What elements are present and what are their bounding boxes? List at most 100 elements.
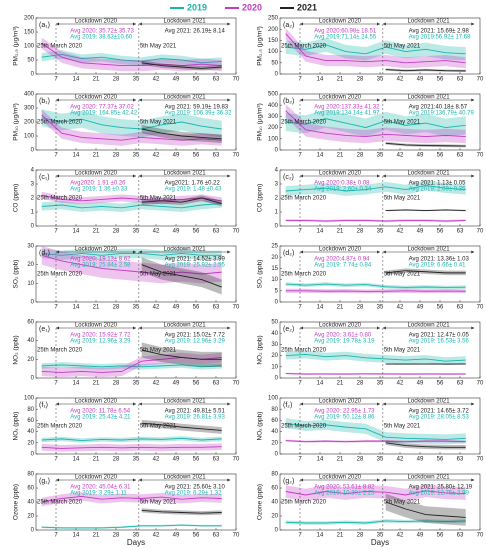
x-tick-label: 56: [193, 305, 200, 311]
y-tick-label: 20: [27, 262, 34, 268]
arrow-head: [300, 478, 303, 482]
annotation: Avg 2020: 22.95± 1.73: [314, 409, 375, 415]
series-line: [285, 422, 466, 440]
y-tick-label: 30: [27, 244, 34, 250]
series-line: [385, 270, 466, 274]
panel-label: (a₁): [39, 22, 50, 29]
annotation: Avg 2020: 19.13± 8.62: [70, 257, 131, 263]
x-tick-label: 42: [397, 77, 404, 83]
arrow-head: [377, 402, 380, 406]
series-band: [41, 199, 222, 212]
arrow-head: [377, 174, 380, 178]
annotation: Avg 2019: 10.30± 2.25: [314, 491, 375, 497]
event-label: 25th March 2020: [281, 120, 327, 126]
y-tick-label: 0: [275, 148, 279, 154]
x-tick-label: 28: [357, 381, 364, 387]
arrow-head: [300, 174, 303, 178]
event-label: 5th May 2021: [384, 120, 421, 126]
plot-frame: [35, 397, 237, 455]
annotation: Avg 2019: 19.78± 3.19: [314, 339, 375, 345]
arrow-head: [56, 250, 59, 254]
x-tick-label: 70: [477, 381, 484, 387]
y-tick-label: 30: [271, 342, 278, 348]
arrow-head: [382, 478, 386, 482]
lockdown-label: Lockdown 2021: [164, 399, 207, 405]
lockdown-label: Lockdown 2021: [408, 247, 451, 253]
y-tick-label: 80: [27, 472, 34, 478]
arrow-head: [471, 402, 475, 406]
lockdown-label: Lockdown 2021: [164, 323, 207, 329]
x-tick-label: 21: [93, 77, 100, 83]
arrow-head: [227, 22, 231, 26]
arrow-head: [133, 250, 136, 254]
panel: 0 1 2 3 4 7 14 21 28 35 42 49 56 63 70 CO (ppm) 25th Mar…: [13, 168, 240, 235]
series-line: [285, 184, 466, 192]
event-label: 5th May 2021: [384, 500, 421, 506]
y-axis-label: NO₂ (ppb): [257, 335, 264, 364]
y-axis-label: PM₁₀ (μg/m³): [257, 103, 264, 141]
y-tick-label: 10: [271, 364, 278, 370]
series-line: [385, 142, 466, 147]
x-tick-label: 28: [357, 229, 364, 235]
arrow-head: [227, 98, 231, 102]
panel: 0 20 40 60 80 7 14 21 28 35 42 49 56 63 70 Ozone (ppb) D…: [13, 472, 240, 548]
annotation: Avg 2021: 12.47± 0.05: [409, 333, 470, 339]
x-tick-label: 7: [298, 153, 302, 159]
annotation: Avg 2019: 6.66± 0.41: [409, 263, 467, 269]
x-tick-label: 42: [153, 381, 160, 387]
y-tick-label: 1: [275, 210, 279, 216]
arrow-head: [56, 402, 59, 406]
x-tick-label: 56: [193, 229, 200, 235]
lockdown-label: Lockdown 2020: [319, 399, 362, 405]
y-tick-label: 100: [24, 44, 35, 50]
arrow-head: [382, 174, 386, 178]
panel: 0 20 40 60 7 14 21 28 35 42 49 56 63 70 NO₂ (ppb) 25th …: [13, 320, 240, 387]
y-tick-label: 0: [275, 224, 279, 230]
x-tick-label: 63: [213, 381, 220, 387]
series-band: [141, 124, 222, 143]
panel-label: (d₂): [283, 250, 294, 257]
lockdown-label: Lockdown 2020: [75, 247, 118, 253]
series-line: [285, 520, 466, 524]
lockdown-label: Lockdown 2021: [408, 171, 451, 177]
annotation: Avg 2021: 25.60± 3.10: [165, 485, 226, 491]
lockdown-label: Lockdown 2021: [408, 475, 451, 481]
y-tick-label: 400: [24, 92, 35, 98]
x-tick-label: 14: [73, 381, 80, 387]
x-tick-label: 7: [298, 533, 302, 539]
x-tick-label: 49: [173, 305, 180, 311]
x-tick-label: 7: [54, 305, 58, 311]
x-tick-label: 42: [153, 533, 160, 539]
panel: 0 10 20 30 40 50 7 14 21 28 35 42 49 56 63 70 NO₂ (ppb) 2…: [257, 320, 484, 387]
x-tick-label: 70: [477, 77, 484, 83]
x-tick-label: 63: [213, 153, 220, 159]
series-band: [285, 109, 466, 137]
panel: 0 100 200 300 400 7 14 21 28 35 42 49 56 63 70 PM₁₀ (μg…: [13, 92, 240, 159]
panel-label: (e₁): [39, 326, 50, 333]
lockdown-label: Lockdown 2020: [75, 399, 118, 405]
arrow-head: [382, 402, 386, 406]
panel-label: (c₁): [39, 174, 50, 181]
annotation: Avg 2020: 35.72± 35.73: [70, 29, 134, 35]
series-line: [41, 114, 222, 141]
arrow-head: [471, 174, 475, 178]
lockdown-label: Lockdown 2020: [75, 323, 118, 329]
annotation: Avg 2021: 15.69± 2.98: [409, 29, 470, 35]
x-tick-label: 35: [133, 305, 140, 311]
y-tick-label: 0: [31, 528, 35, 534]
arrow-head: [382, 98, 386, 102]
x-tick-label: 42: [153, 457, 160, 463]
arrow-head: [56, 22, 59, 26]
annotation: Avg 2019: 12.96± 3.29: [70, 339, 131, 345]
series-line: [141, 422, 222, 431]
y-axis-label: NOₓ (ppb): [13, 412, 20, 441]
panel-label: (f₁): [39, 402, 48, 409]
series-line: [141, 264, 222, 288]
plot-frame: [35, 93, 237, 151]
lockdown-label: Lockdown 2020: [319, 247, 362, 253]
arrow-head: [471, 250, 475, 254]
y-tick-label: 500: [268, 92, 279, 98]
x-tick-label: 7: [298, 305, 302, 311]
x-tick-label: 28: [113, 153, 120, 159]
